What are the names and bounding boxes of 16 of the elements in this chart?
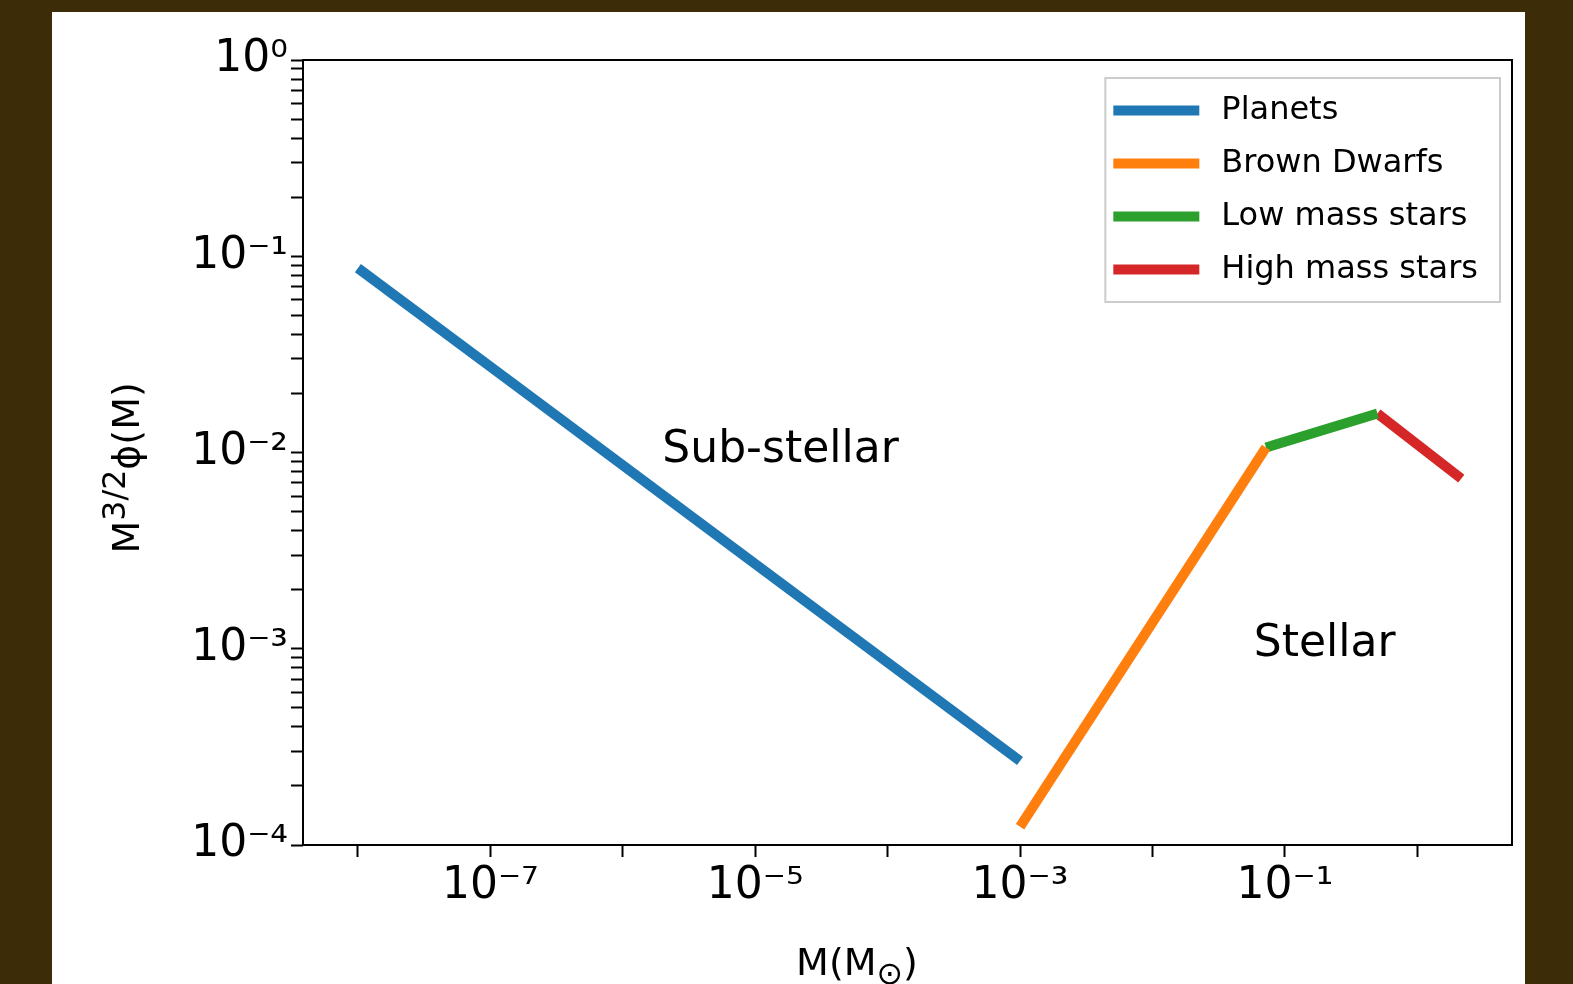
y-tick-label: 10⁻³ — [191, 619, 288, 671]
x-tick-label: 10⁻¹ — [1236, 856, 1334, 908]
legend-label: High mass stars — [1221, 247, 1478, 286]
x-axis-title: M(M$_{⊙}$) — [795, 940, 919, 984]
y-tick-label: 10⁻¹ — [191, 226, 288, 278]
x-tick-label: 10⁻⁵ — [706, 856, 804, 908]
legend-label: Brown Dwarfs — [1221, 141, 1444, 180]
x-tick-label: 10⁻⁷ — [441, 856, 539, 908]
annotation: Sub-stellar — [662, 420, 900, 472]
legend-label: Low mass stars — [1221, 194, 1468, 233]
y-tick-label: 10⁻² — [191, 422, 288, 474]
legend-label: Planets — [1221, 88, 1339, 127]
x-tick-label: 10⁻³ — [971, 856, 1069, 908]
y-tick-label: 10⁰ — [214, 30, 288, 82]
annotation: Stellar — [1253, 615, 1397, 667]
y-tick-label: 10⁻⁴ — [191, 815, 288, 867]
